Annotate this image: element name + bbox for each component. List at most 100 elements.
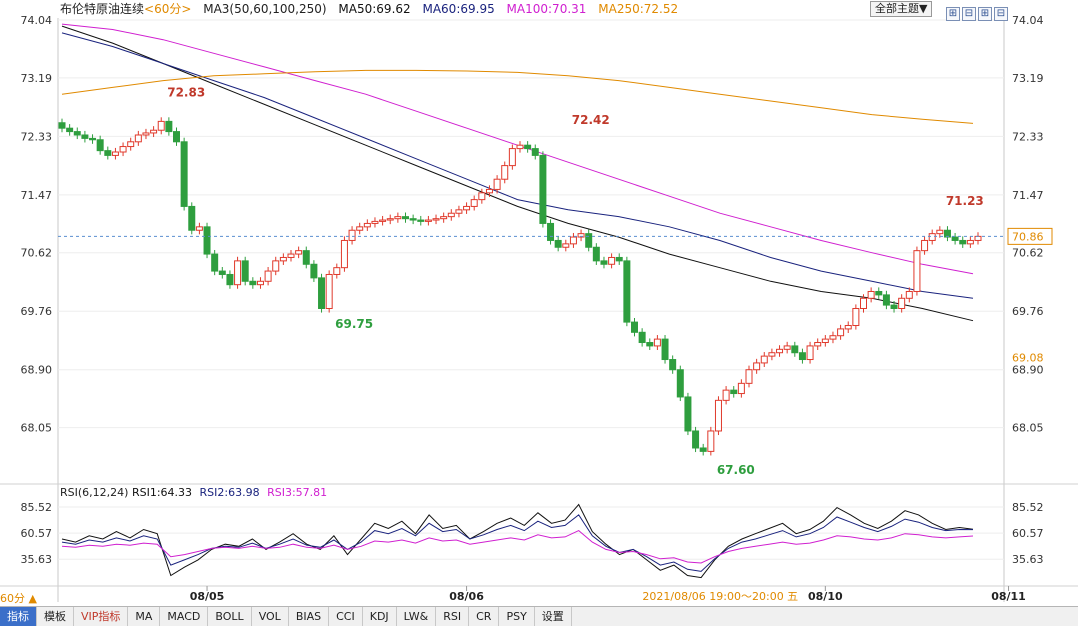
price-tick-label-left: 71.47	[21, 189, 53, 202]
candle-body	[615, 256, 623, 262]
price-tick-label-right: 68.90	[1012, 364, 1044, 377]
right-price-label: 69.08	[1012, 351, 1044, 364]
candle-body	[921, 239, 929, 252]
collapse-icon[interactable]: ⊟	[994, 7, 1008, 21]
tab-settings[interactable]: 设置	[535, 607, 572, 626]
ma-settings-label[interactable]: MA3(50,60,100,250)	[203, 2, 327, 16]
time-tick-label: 08/05	[190, 590, 225, 603]
candle-body	[234, 260, 242, 286]
candle-body	[104, 150, 112, 156]
expand-icon[interactable]: ⊞	[978, 7, 992, 21]
candle-body	[493, 178, 501, 190]
tab-cci[interactable]: CCI	[329, 607, 363, 626]
candle-body	[409, 218, 417, 221]
tab-macd[interactable]: MACD	[160, 607, 209, 626]
candle-body	[623, 260, 631, 323]
candle-body	[669, 359, 677, 371]
tab-ma[interactable]: MA	[128, 607, 161, 626]
candle-body	[875, 290, 883, 296]
rsi1-line	[61, 503, 974, 579]
candle-body	[768, 352, 776, 357]
candle-body	[127, 141, 135, 148]
candle-body	[722, 389, 730, 401]
candle-body	[455, 209, 463, 214]
rsi-settings-label[interactable]: RSI(6,12,24)	[60, 486, 129, 499]
tab-cr[interactable]: CR	[469, 607, 500, 626]
candle-body	[898, 297, 906, 309]
ma250-value: MA250:72.52	[598, 2, 679, 16]
extreme-price-label: 72.42	[572, 113, 610, 127]
collapse-icon[interactable]: ⊟	[962, 7, 976, 21]
candle-body	[424, 219, 432, 222]
candle-body	[89, 137, 97, 141]
price-tick-label-right: 73.19	[1012, 72, 1044, 85]
candle-body	[150, 129, 158, 134]
candle-body	[302, 250, 310, 265]
candle-body	[264, 270, 272, 282]
candle-body	[676, 369, 684, 398]
candle-body	[440, 216, 448, 220]
candle-body	[791, 345, 799, 354]
price-tick-label-right: 70.62	[1012, 247, 1044, 260]
candle-body	[417, 219, 425, 222]
tab-rsi[interactable]: RSI	[436, 607, 470, 626]
expand-icon[interactable]: ⊞	[946, 7, 960, 21]
price-tick-label-left: 74.04	[21, 14, 53, 27]
candle-body	[943, 229, 951, 238]
candle-body	[730, 389, 738, 395]
extreme-price-label: 71.23	[946, 194, 984, 208]
chart-header: 布伦特原油连续<60分> MA3(50,60,100,250) MA50:69.…	[60, 0, 678, 18]
price-tick-label-left: 72.33	[21, 130, 53, 143]
tab-indicators[interactable]: 指标	[0, 607, 37, 626]
candle-body	[66, 127, 74, 133]
price-tick-label-left: 69.76	[21, 305, 53, 318]
candle-body	[134, 134, 142, 143]
candle-body	[348, 229, 356, 241]
candle-body	[753, 362, 761, 371]
price-tick-label-left: 68.05	[21, 422, 53, 435]
price-tick-label-left: 70.62	[21, 247, 53, 260]
candle-body	[249, 280, 257, 286]
candle-body	[379, 219, 387, 222]
candle-body	[829, 335, 837, 340]
tab-boll[interactable]: BOLL	[208, 607, 252, 626]
tab-templates[interactable]: 模板	[37, 607, 74, 626]
candle-body	[295, 250, 303, 255]
candle-body	[203, 226, 211, 255]
candle-body	[951, 236, 959, 241]
candle-body	[165, 120, 173, 133]
candle-body	[432, 218, 440, 221]
ma250-line	[61, 69, 974, 124]
candle-body	[577, 233, 585, 238]
rsi-tick-label-right: 35.63	[1012, 553, 1044, 566]
candle-body	[798, 352, 806, 361]
candle-body	[661, 338, 669, 361]
candle-body	[470, 199, 478, 207]
candle-body	[913, 250, 921, 292]
tab-bias[interactable]: BIAS	[289, 607, 330, 626]
candle-body	[287, 253, 295, 258]
candle-body	[569, 236, 577, 245]
candle-body	[699, 447, 707, 452]
window-controls: ⊞ ⊟ ⊞ ⊟	[946, 1, 1010, 21]
candle-body	[241, 260, 249, 282]
candle-body	[638, 331, 646, 344]
candle-body	[974, 235, 982, 241]
tab-vol[interactable]: VOL	[252, 607, 289, 626]
tab-lw[interactable]: LW&	[397, 607, 437, 626]
candle-body	[905, 290, 913, 299]
candle-body	[279, 256, 287, 262]
candle-body	[692, 430, 700, 449]
candle-body	[554, 239, 562, 248]
tab-vip-indicators[interactable]: VIP指标	[74, 607, 129, 626]
candle-body	[157, 120, 165, 131]
rsi-tick-label-right: 60.57	[1012, 527, 1044, 540]
period-label[interactable]: <60分>	[144, 2, 192, 16]
tab-psy[interactable]: PSY	[499, 607, 535, 626]
candle-body	[966, 239, 974, 245]
tab-kdj[interactable]: KDJ	[363, 607, 397, 626]
candle-body	[890, 304, 898, 309]
candle-body	[463, 205, 471, 211]
theme-dropdown-button[interactable]: 全部主题▼	[870, 1, 933, 17]
period-selector[interactable]: 60分 ▲	[0, 592, 37, 605]
